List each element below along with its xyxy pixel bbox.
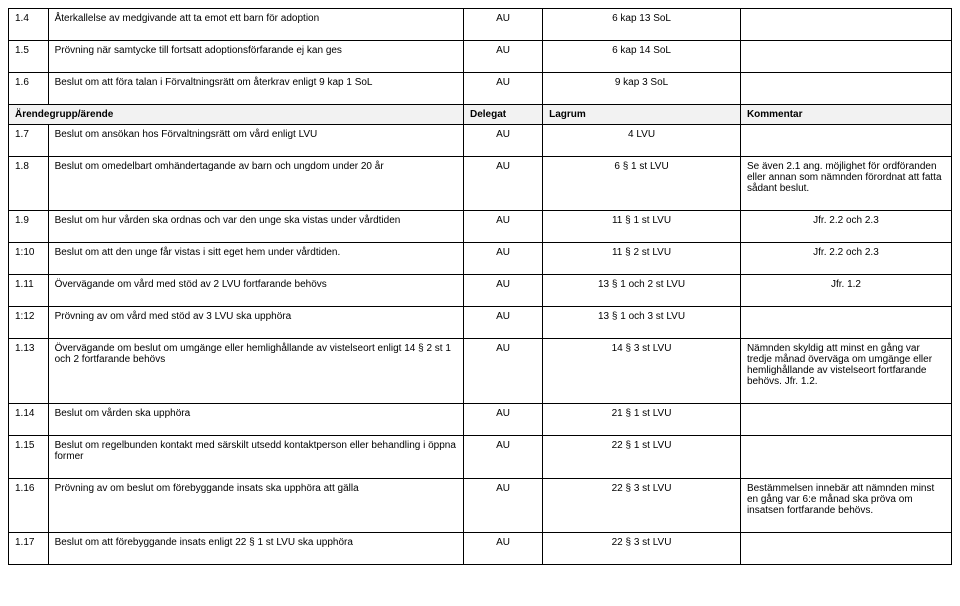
cell-num: 1:12 bbox=[9, 307, 49, 339]
cell-desc: Återkallelse av medgivande att ta emot e… bbox=[48, 9, 463, 41]
cell-lagrum: 4 LVU bbox=[543, 125, 741, 157]
cell-desc: Beslut om vården ska upphöra bbox=[48, 404, 463, 436]
group-header-row: Ärendegrupp/ärende Delegat Lagrum Kommen… bbox=[9, 105, 952, 125]
cell-desc: Beslut om att den unge får vistas i sitt… bbox=[48, 243, 463, 275]
cell-num: 1.8 bbox=[9, 157, 49, 211]
table-row: 1.5 Prövning när samtycke till fortsatt … bbox=[9, 41, 952, 73]
cell-lagrum: 22 § 3 st LVU bbox=[543, 479, 741, 533]
cell-kommentar: Jfr. 1.2 bbox=[740, 275, 951, 307]
cell-desc: Övervägande om vård med stöd av 2 LVU fo… bbox=[48, 275, 463, 307]
cell-delegat: AU bbox=[464, 533, 543, 565]
cell-kommentar bbox=[740, 307, 951, 339]
cell-num: 1.11 bbox=[9, 275, 49, 307]
cell-kommentar bbox=[740, 125, 951, 157]
table-row: 1.13 Övervägande om beslut om umgänge el… bbox=[9, 339, 952, 404]
cell-delegat: AU bbox=[464, 157, 543, 211]
cell-lagrum: 21 § 1 st LVU bbox=[543, 404, 741, 436]
cell-num: 1.9 bbox=[9, 211, 49, 243]
group-header-kommentar: Kommentar bbox=[740, 105, 951, 125]
cell-num: 1.16 bbox=[9, 479, 49, 533]
table-row: 1.6 Beslut om att föra talan i Förvaltni… bbox=[9, 73, 952, 105]
table-row: 1:10 Beslut om att den unge får vistas i… bbox=[9, 243, 952, 275]
cell-kommentar bbox=[740, 533, 951, 565]
cell-kommentar: Nämnden skyldig att minst en gång var tr… bbox=[740, 339, 951, 404]
table-row: 1:12 Prövning av om vård med stöd av 3 L… bbox=[9, 307, 952, 339]
cell-delegat: AU bbox=[464, 307, 543, 339]
table-row: 1.16 Prövning av om beslut om förebyggan… bbox=[9, 479, 952, 533]
cell-num: 1.13 bbox=[9, 339, 49, 404]
table-row: 1.8 Beslut om omedelbart omhändertagande… bbox=[9, 157, 952, 211]
cell-delegat: AU bbox=[464, 404, 543, 436]
cell-lagrum: 13 § 1 och 3 st LVU bbox=[543, 307, 741, 339]
cell-lagrum: 11 § 1 st LVU bbox=[543, 211, 741, 243]
cell-kommentar bbox=[740, 73, 951, 105]
cell-num: 1.15 bbox=[9, 436, 49, 479]
cell-kommentar: Jfr. 2.2 och 2.3 bbox=[740, 211, 951, 243]
cell-num: 1.6 bbox=[9, 73, 49, 105]
cell-lagrum: 13 § 1 och 2 st LVU bbox=[543, 275, 741, 307]
table-row: 1.11 Övervägande om vård med stöd av 2 L… bbox=[9, 275, 952, 307]
cell-desc: Beslut om ansökan hos Förvaltningsrätt o… bbox=[48, 125, 463, 157]
cell-num: 1.4 bbox=[9, 9, 49, 41]
cell-lagrum: 22 § 3 st LVU bbox=[543, 533, 741, 565]
table-row: 1.9 Beslut om hur vården ska ordnas och … bbox=[9, 211, 952, 243]
cell-desc: Beslut om att förebyggande insats enligt… bbox=[48, 533, 463, 565]
cell-delegat: AU bbox=[464, 211, 543, 243]
cell-delegat: AU bbox=[464, 9, 543, 41]
cell-num: 1.7 bbox=[9, 125, 49, 157]
table-row: 1.14 Beslut om vården ska upphöra AU 21 … bbox=[9, 404, 952, 436]
cell-lagrum: 11 § 2 st LVU bbox=[543, 243, 741, 275]
cell-desc: Övervägande om beslut om umgänge eller h… bbox=[48, 339, 463, 404]
group-header-lagrum: Lagrum bbox=[543, 105, 741, 125]
cell-kommentar bbox=[740, 436, 951, 479]
cell-kommentar: Jfr. 2.2 och 2.3 bbox=[740, 243, 951, 275]
group-header-delegat: Delegat bbox=[464, 105, 543, 125]
cell-desc: Beslut om regelbunden kontakt med särski… bbox=[48, 436, 463, 479]
table-row: 1.4 Återkallelse av medgivande att ta em… bbox=[9, 9, 952, 41]
group-header-desc: Ärendegrupp/ärende bbox=[9, 105, 464, 125]
cell-desc: Prövning av om beslut om förebyggande in… bbox=[48, 479, 463, 533]
cell-lagrum: 22 § 1 st LVU bbox=[543, 436, 741, 479]
cell-lagrum: 6 § 1 st LVU bbox=[543, 157, 741, 211]
cell-kommentar: Se även 2.1 ang. möjlighet för ordförand… bbox=[740, 157, 951, 211]
cell-num: 1.17 bbox=[9, 533, 49, 565]
cell-delegat: AU bbox=[464, 339, 543, 404]
cell-desc: Beslut om omedelbart omhändertagande av … bbox=[48, 157, 463, 211]
cell-num: 1:10 bbox=[9, 243, 49, 275]
cell-num: 1.14 bbox=[9, 404, 49, 436]
cell-lagrum: 6 kap 13 SoL bbox=[543, 9, 741, 41]
cell-num: 1.5 bbox=[9, 41, 49, 73]
cell-lagrum: 9 kap 3 SoL bbox=[543, 73, 741, 105]
cell-delegat: AU bbox=[464, 275, 543, 307]
cell-desc: Beslut om hur vården ska ordnas och var … bbox=[48, 211, 463, 243]
cell-delegat: AU bbox=[464, 243, 543, 275]
legal-table: 1.4 Återkallelse av medgivande att ta em… bbox=[8, 8, 952, 565]
cell-delegat: AU bbox=[464, 125, 543, 157]
cell-delegat: AU bbox=[464, 436, 543, 479]
cell-lagrum: 14 § 3 st LVU bbox=[543, 339, 741, 404]
table-row: 1.7 Beslut om ansökan hos Förvaltningsrä… bbox=[9, 125, 952, 157]
cell-desc: Prövning av om vård med stöd av 3 LVU sk… bbox=[48, 307, 463, 339]
cell-delegat: AU bbox=[464, 479, 543, 533]
cell-kommentar bbox=[740, 404, 951, 436]
cell-kommentar bbox=[740, 9, 951, 41]
cell-desc: Prövning när samtycke till fortsatt adop… bbox=[48, 41, 463, 73]
table-row: 1.17 Beslut om att förebyggande insats e… bbox=[9, 533, 952, 565]
cell-kommentar bbox=[740, 41, 951, 73]
cell-delegat: AU bbox=[464, 73, 543, 105]
cell-desc: Beslut om att föra talan i Förvaltningsr… bbox=[48, 73, 463, 105]
cell-kommentar: Bestämmelsen innebär att nämnden minst e… bbox=[740, 479, 951, 533]
cell-lagrum: 6 kap 14 SoL bbox=[543, 41, 741, 73]
table-row: 1.15 Beslut om regelbunden kontakt med s… bbox=[9, 436, 952, 479]
cell-delegat: AU bbox=[464, 41, 543, 73]
